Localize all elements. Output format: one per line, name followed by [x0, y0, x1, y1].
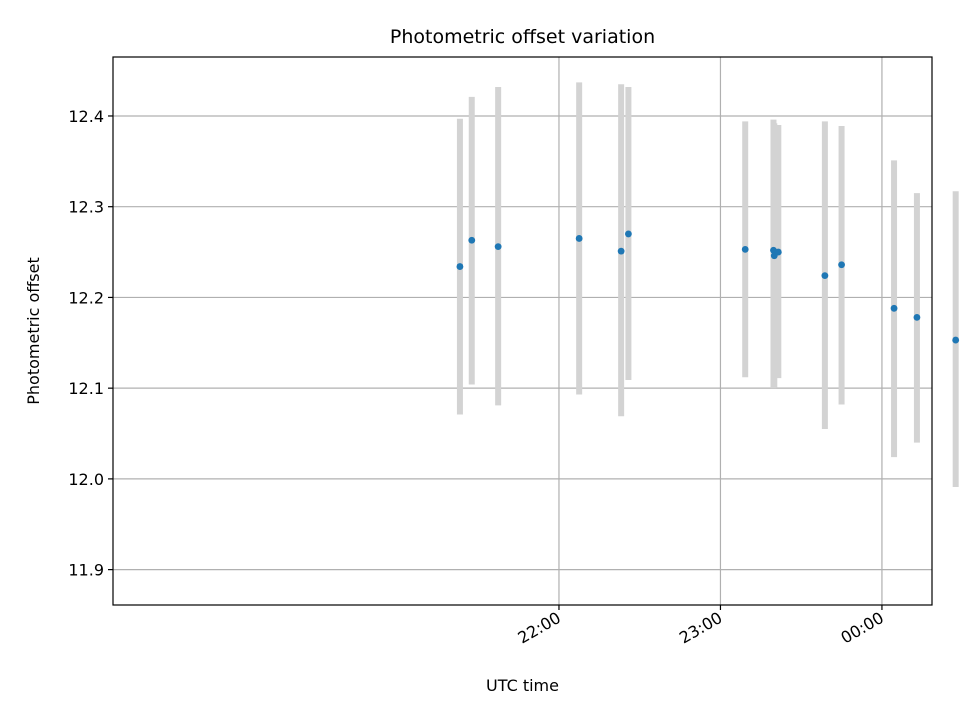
- plot-area: [113, 57, 932, 605]
- data-point: [575, 235, 583, 242]
- data-point: [821, 272, 829, 280]
- data-point: [494, 243, 502, 251]
- data-point: [468, 236, 476, 244]
- y-tick-label: 12.2: [68, 288, 104, 307]
- data-point: [617, 247, 625, 255]
- x-axis-label: UTC time: [486, 676, 559, 695]
- y-tick-label: 11.9: [68, 561, 104, 580]
- data-point: [774, 248, 782, 256]
- y-axis-label: Photometric offset: [24, 257, 43, 405]
- data-point: [838, 261, 845, 269]
- data-point: [456, 263, 464, 270]
- grid: [113, 57, 932, 605]
- data-point: [625, 230, 632, 238]
- y-tick-label: 12.0: [68, 470, 104, 489]
- data-point: [913, 313, 921, 321]
- y-tick-label: 12.3: [68, 198, 104, 217]
- y-tick-label: 12.1: [68, 379, 104, 398]
- y-axis-ticks: 11.9 12.0 12.1 12.2 12.3 12.4: [68, 107, 113, 580]
- data-points: [456, 230, 960, 344]
- data-point: [741, 245, 749, 253]
- data-point: [890, 304, 898, 312]
- data-point: [952, 336, 960, 344]
- y-tick-label: 12.4: [68, 107, 104, 126]
- axes-frame: [112, 56, 933, 606]
- chart-title: Photometric offset variation: [390, 26, 655, 48]
